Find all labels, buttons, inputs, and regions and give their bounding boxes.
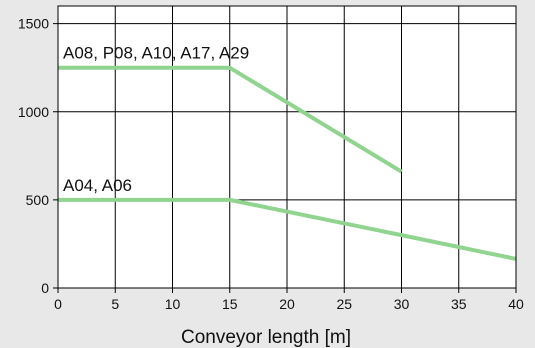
y-tick-label: 1500 xyxy=(18,16,49,32)
tick-marks xyxy=(53,23,517,293)
series-line xyxy=(58,197,517,261)
series-line xyxy=(58,65,403,174)
x-tick-label: 10 xyxy=(165,296,181,312)
series-label: A08, P08, A10, A17, A29 xyxy=(63,44,249,63)
x-tick-label: 25 xyxy=(336,296,352,312)
y-tick-label: 0 xyxy=(41,280,49,296)
x-tick-label: 5 xyxy=(111,296,119,312)
x-tick-label: 0 xyxy=(54,296,62,312)
y-tick-label: 1000 xyxy=(18,104,49,120)
x-tick-label: 20 xyxy=(279,296,295,312)
x-tick-label: 30 xyxy=(394,296,410,312)
x-tick-label: 35 xyxy=(451,296,467,312)
x-axis-title: Conveyor length [m] xyxy=(181,327,351,348)
x-tick-label: 40 xyxy=(508,296,524,312)
series-labels: A08, P08, A10, A17, A29 A04, A06 xyxy=(63,44,249,195)
y-tick-label: 500 xyxy=(26,192,50,208)
tick-labels: 0 5 10 15 20 25 30 35 40 0 500 1000 1500 xyxy=(18,16,524,312)
x-tick-label: 15 xyxy=(222,296,238,312)
series-label: A04, A06 xyxy=(63,176,132,195)
series-group xyxy=(58,65,517,261)
